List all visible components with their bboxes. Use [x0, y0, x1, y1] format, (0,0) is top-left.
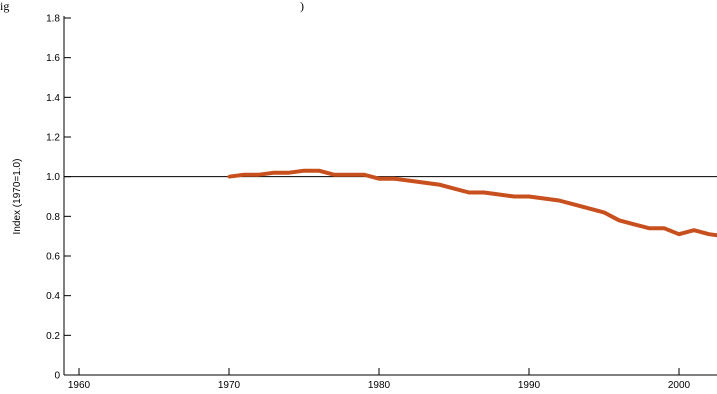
y-tick-label: 0.2	[46, 331, 60, 342]
data-point	[617, 219, 620, 222]
data-point	[242, 173, 245, 176]
data-point	[632, 223, 635, 226]
top-caption-fragment: ig	[0, 0, 9, 13]
data-point	[227, 175, 230, 178]
data-point	[422, 181, 425, 184]
data-point	[542, 197, 545, 200]
series-line	[229, 171, 717, 237]
data-point	[677, 233, 680, 236]
data-point	[392, 177, 395, 180]
x-tick-label: 1990	[518, 380, 541, 391]
data-point	[347, 173, 350, 176]
data-point	[377, 177, 380, 180]
data-point	[467, 191, 470, 194]
data-point	[452, 187, 455, 190]
data-point	[257, 173, 260, 176]
x-tick-label: 1980	[368, 380, 391, 391]
data-point	[362, 173, 365, 176]
y-tick-label: 1.6	[46, 53, 60, 64]
data-point	[692, 229, 695, 232]
data-point	[527, 195, 530, 198]
top-caption-fragment-end: )	[300, 0, 304, 13]
axes: 0 0.2 0.4 0.6 0.8 1.0 1.2 1.4 1.6 1.8 1960 1970 1980…	[46, 14, 717, 392]
x-tick-label: 1960	[68, 380, 91, 391]
y-tick-label: 1.8	[46, 14, 60, 25]
y-tick-label: 0.6	[46, 252, 60, 263]
y-tick-label: 1.4	[46, 93, 60, 104]
data-point	[437, 183, 440, 186]
data-point	[557, 199, 560, 202]
data-point	[512, 195, 515, 198]
data-point	[707, 233, 710, 236]
data-point	[332, 173, 335, 176]
data-point	[602, 211, 605, 214]
data-point	[482, 191, 485, 194]
y-tick-label: 1.2	[46, 133, 60, 144]
y-axis-title: Index (1970=1.0)	[12, 159, 23, 235]
plot-area	[227, 169, 717, 238]
data-point	[497, 193, 500, 196]
y-tick-label: 0.4	[46, 291, 60, 302]
data-point	[317, 169, 320, 172]
data-point	[272, 171, 275, 174]
y-tick-label: 0.8	[46, 212, 60, 223]
data-point	[647, 227, 650, 230]
x-tick-label: 1970	[218, 380, 241, 391]
data-point	[407, 179, 410, 182]
data-point	[572, 203, 575, 206]
y-tick-label: 0	[54, 371, 60, 382]
x-tick-label: 2000	[668, 380, 691, 391]
data-point	[287, 171, 290, 174]
data-point	[302, 169, 305, 172]
y-tick-label: 1.0	[46, 172, 60, 183]
data-point	[662, 227, 665, 230]
data-point	[587, 207, 590, 210]
